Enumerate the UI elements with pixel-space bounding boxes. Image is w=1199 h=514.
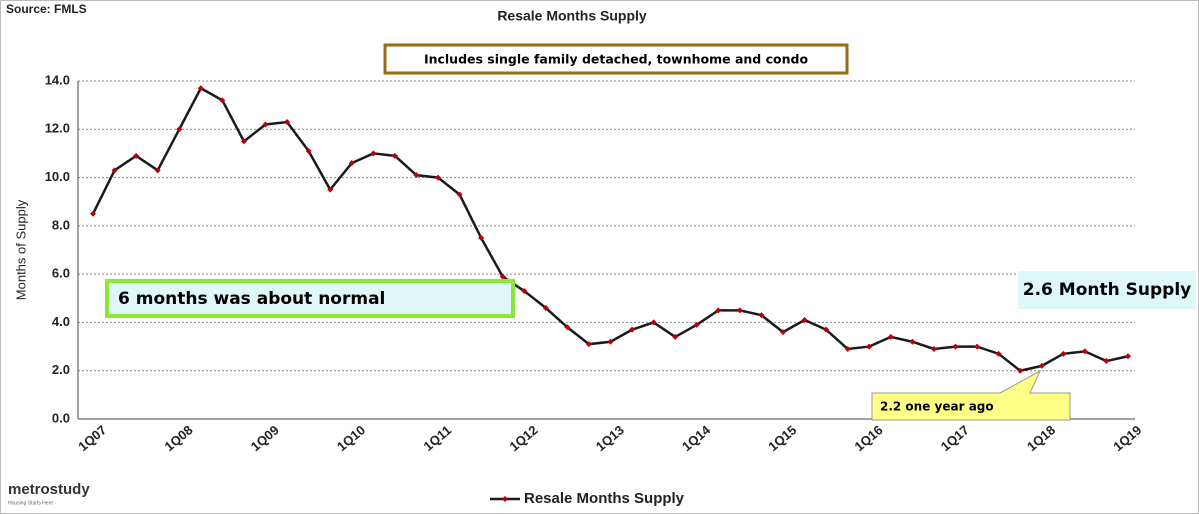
data-point — [952, 343, 959, 350]
data-point — [801, 317, 808, 324]
data-point — [219, 97, 226, 104]
data-point — [305, 148, 312, 155]
y-tick-label: 12.0 — [45, 121, 70, 136]
data-point — [887, 333, 894, 340]
data-point — [348, 160, 355, 167]
chart-title: Resale Months Supply — [497, 8, 647, 24]
data-point — [521, 288, 528, 295]
data-point — [542, 304, 549, 311]
data-point — [1038, 362, 1045, 369]
data-point — [758, 312, 765, 319]
y-tick-label: 4.0 — [52, 314, 70, 329]
data-point — [564, 324, 571, 331]
data-point — [909, 338, 916, 345]
data-point — [930, 345, 937, 352]
data-point — [499, 273, 506, 280]
data-point — [1060, 350, 1067, 357]
data-point — [90, 210, 96, 217]
data-point — [370, 150, 377, 157]
logo-tagline: Housing Starts Here — [8, 500, 53, 506]
data-point — [1125, 353, 1131, 360]
y-tick-label: 2.0 — [52, 362, 70, 377]
data-point — [715, 307, 722, 314]
data-point — [1081, 348, 1088, 355]
data-point — [197, 85, 204, 92]
legend: Resale Months Supply — [490, 490, 685, 507]
data-point — [780, 329, 786, 336]
y-tick-label: 14.0 — [45, 72, 70, 87]
note: Includes single family detached, townhom… — [424, 52, 809, 67]
data-point — [607, 338, 614, 345]
data-point — [1017, 367, 1024, 374]
data-point — [629, 326, 636, 333]
y-tick-label: 6.0 — [52, 266, 70, 281]
legend-marker — [502, 496, 508, 502]
data-point — [262, 121, 269, 128]
data-point — [391, 152, 398, 159]
data-point — [1103, 358, 1110, 365]
annotation-box — [1018, 271, 1196, 309]
data-point — [736, 307, 743, 314]
logo: metrostudy — [8, 481, 90, 498]
annotation: 6 months was about normal — [118, 289, 385, 309]
y-axis-label: Months of Supply — [13, 199, 28, 300]
data-point — [133, 152, 140, 159]
note-box — [383, 43, 849, 75]
legend-label: Resale Months Supply — [524, 490, 685, 507]
data-point — [435, 174, 441, 181]
data-point — [585, 341, 592, 348]
y-tick-label: 8.0 — [52, 217, 70, 232]
data-point — [327, 186, 334, 193]
callout — [871, 369, 1071, 421]
data-point — [672, 333, 679, 340]
y-tick-label: 0.0 — [52, 410, 70, 425]
data-point — [844, 345, 851, 352]
data-point — [866, 343, 873, 350]
data-point — [478, 234, 485, 241]
annotation: 2.6 Month Supply — [1023, 280, 1191, 300]
data-point — [284, 119, 291, 126]
data-point — [240, 138, 247, 145]
data-point — [176, 126, 183, 133]
data-point — [995, 350, 1002, 357]
data-point — [456, 191, 463, 198]
data-point — [111, 167, 118, 174]
data-point — [413, 172, 420, 179]
source: Source: FMLS — [6, 2, 87, 16]
annotation-box — [105, 279, 515, 318]
data-point — [650, 319, 657, 326]
data-point — [154, 167, 161, 174]
annotation: 2.2 one year ago — [880, 400, 994, 414]
data-point — [823, 326, 830, 333]
data-point — [974, 343, 981, 350]
y-tick-label: 10.0 — [45, 169, 70, 184]
data-point — [693, 321, 700, 328]
